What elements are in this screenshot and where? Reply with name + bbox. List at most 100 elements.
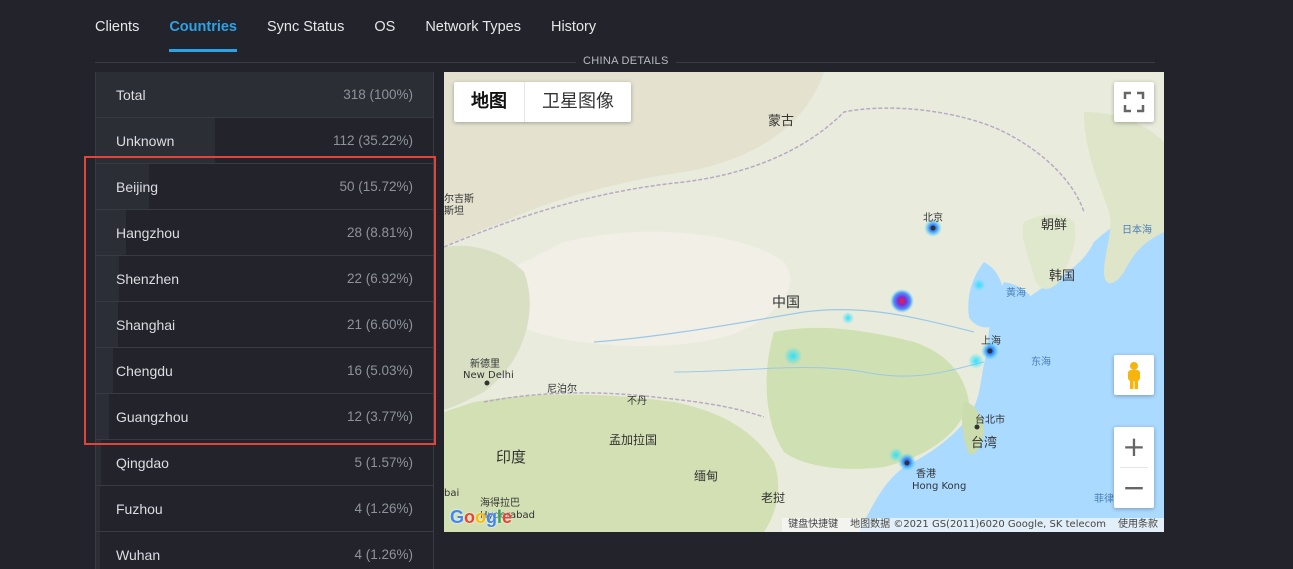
heatmap-point (889, 448, 903, 462)
tab-sync-status[interactable]: Sync Status (267, 19, 345, 35)
heatmap-point (973, 279, 985, 291)
keyboard-shortcuts-link[interactable]: 键盘快捷键 (788, 519, 839, 530)
map-label-india: 印度 (496, 448, 526, 466)
share-bar (96, 440, 102, 485)
map-label-beijing: 北京 (923, 211, 943, 224)
map-data-text: 地图数据 ©2021 GS(2011)6020 Google, SK telec… (850, 519, 1106, 530)
city-value: 21 (6.60%) (346, 317, 413, 332)
pegman-icon (1128, 362, 1140, 389)
table-row[interactable]: Wuhan 4 (1.26%) (96, 532, 433, 569)
sea-yellow (987, 282, 1041, 369)
table-row[interactable]: Qingdao 5 (1.57%) (96, 440, 433, 486)
map-label-korea-north: 朝鲜 (1041, 218, 1067, 233)
map-labels: 蒙古 北京 朝鲜 日本海 韩国 黄海 东海 中国 上海 新德里 New Delh… (444, 114, 1152, 521)
table-row[interactable]: Beijing 50 (15.72%) (96, 164, 433, 210)
city-value: 12 (3.77%) (346, 409, 413, 424)
table-row[interactable]: Chengdu 16 (5.03%) (96, 348, 433, 394)
tab-history[interactable]: History (550, 19, 597, 35)
city-name: Shenzhen (116, 271, 180, 287)
map-type-map-button[interactable]: 地图 (454, 82, 525, 122)
map-label-hyderabad: Hyderabad (480, 510, 535, 521)
map-label-bai: bai (444, 488, 459, 499)
map-label-china: 中国 (772, 295, 800, 311)
city-marker (484, 380, 490, 386)
table-row[interactable]: Hangzhou 28 (8.81%) (96, 210, 433, 256)
map-label-mongolia: 蒙古 (768, 114, 794, 129)
border-line (483, 392, 765, 418)
heatmap-point (784, 347, 802, 365)
tab-clients[interactable]: Clients (95, 19, 140, 35)
share-bar (96, 256, 120, 301)
street-view-button[interactable] (1114, 355, 1154, 395)
share-bar (96, 532, 101, 569)
fullscreen-button[interactable] (1114, 82, 1154, 122)
city-value: 5 (1.57%) (354, 455, 413, 470)
heatmap-point (968, 353, 984, 369)
table-row[interactable]: Shenzhen 22 (6.92%) (96, 256, 433, 302)
land-south-asia (444, 394, 779, 532)
map-attribution: 键盘快捷键 地图数据 ©2021 GS(2011)6020 Google, SK… (782, 518, 1164, 532)
border-line (444, 107, 1085, 248)
map-label-philippines: 菲律 (1094, 492, 1114, 505)
share-bar (96, 210, 126, 255)
map-label-yellow-sea: 黄海 (1006, 286, 1026, 299)
city-marker (930, 225, 936, 231)
land-south-china (766, 327, 969, 469)
land-korea (1022, 214, 1076, 289)
share-bar (96, 394, 109, 439)
map-type-satellite-button[interactable]: 卫星图像 (542, 91, 614, 112)
heatmap-point (890, 289, 914, 313)
share-bar (96, 118, 215, 163)
map-label-laos: 老挝 (761, 491, 785, 505)
city-name: Guangzhou (116, 409, 189, 425)
land-northeast (1084, 112, 1164, 284)
map-label-korea-south: 韩国 (1049, 269, 1075, 284)
map-type-control: 地图 卫星图像 (454, 82, 631, 122)
map-label-hongkong: Hong Kong (912, 481, 966, 492)
map-label-kyrgyz-2: 斯坦 (444, 204, 464, 217)
map-canvas: 蒙古 北京 朝鲜 日本海 韩国 黄海 东海 中国 上海 新德里 New Delh… (444, 72, 1164, 532)
highlight-box (84, 156, 436, 445)
zoom-out-button[interactable]: − (1122, 471, 1146, 504)
city-marker (974, 424, 980, 430)
zoom-control: + − (1114, 427, 1154, 508)
city-name: Qingdao (116, 455, 169, 471)
table-row[interactable]: Guangzhou 12 (3.77%) (96, 394, 433, 440)
share-bar (96, 72, 433, 117)
city-name: Beijing (116, 179, 159, 195)
city-name: Unknown (116, 133, 175, 149)
map-label-shanghai: 上海 (981, 334, 1001, 347)
terms-link[interactable]: 使用条款 (1118, 519, 1158, 530)
map-label-hongkong-cn: 香港 (916, 468, 936, 480)
map-label-bhutan: 不丹 (627, 395, 647, 407)
land-west (444, 245, 530, 410)
table-row[interactable]: Fuzhou 4 (1.26%) (96, 486, 433, 532)
section-title: CHINA DETAILS (576, 55, 676, 67)
map-label-myanmar: 缅甸 (694, 469, 718, 483)
city-name: Hangzhou (116, 225, 180, 241)
table-row[interactable]: Shanghai 21 (6.60%) (96, 302, 433, 348)
river (673, 361, 985, 377)
city-value: 318 (100%) (343, 87, 413, 102)
share-bar (96, 164, 149, 209)
tab-bar: Clients Countries Sync Status OS Network… (95, 0, 626, 54)
city-value: 16 (5.03%) (346, 363, 413, 378)
city-name: Chengdu (116, 363, 173, 379)
tab-os[interactable]: OS (374, 19, 396, 35)
land-plateau (496, 231, 791, 347)
city-value: 22 (6.92%) (346, 271, 413, 286)
table-row[interactable]: Total 318 (100%) (96, 72, 433, 118)
tab-network-types[interactable]: Network Types (425, 19, 521, 35)
city-marker (987, 348, 993, 354)
tab-countries[interactable]: Countries (169, 0, 237, 52)
river (593, 308, 975, 343)
city-value: 28 (8.81%) (346, 225, 413, 240)
map-label-taipei: 台北市 (975, 413, 1005, 426)
map-label-bangladesh: 孟加拉国 (609, 432, 657, 447)
city-value: 112 (35.22%) (332, 133, 413, 148)
fullscreen-icon (1123, 91, 1145, 113)
map-label-japan-sea: 日本海 (1122, 223, 1152, 236)
zoom-in-button[interactable]: + (1122, 430, 1146, 463)
land-taiwan (961, 402, 984, 455)
map-view[interactable]: 蒙古 北京 朝鲜 日本海 韩国 黄海 东海 中国 上海 新德里 New Delh… (444, 72, 1164, 532)
